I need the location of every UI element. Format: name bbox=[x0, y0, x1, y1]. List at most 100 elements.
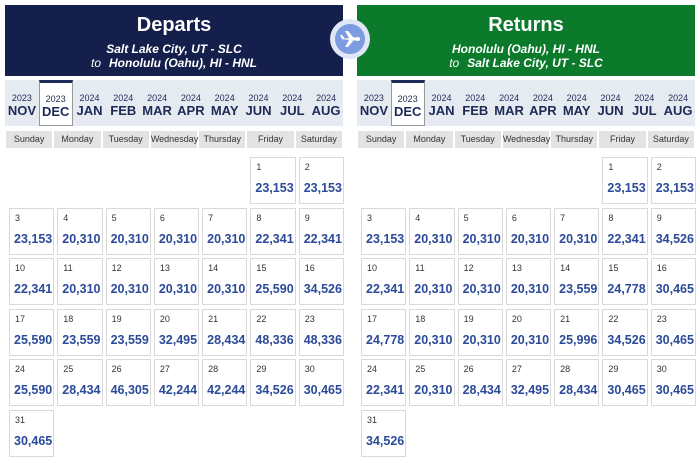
month-tab[interactable]: 2023 DEC bbox=[38, 80, 73, 126]
day-cell[interactable]: 23 48,336 bbox=[298, 308, 344, 356]
month-tab[interactable]: 2024 APR bbox=[526, 80, 560, 126]
month-tab[interactable]: 2024 JUN bbox=[242, 80, 276, 126]
month-tab[interactable]: 2024 MAY bbox=[560, 80, 594, 126]
month-tab[interactable]: 2024 JUL bbox=[275, 80, 309, 126]
month-tab[interactable]: 2024 JUL bbox=[627, 80, 661, 126]
title: Returns bbox=[488, 14, 564, 36]
year: 2024 bbox=[668, 93, 689, 103]
day-cell[interactable]: 15 25,590 bbox=[250, 258, 296, 306]
day-cell[interactable]: 31 34,526 bbox=[361, 410, 407, 457]
day-cell[interactable]: 20 32,495 bbox=[153, 308, 200, 356]
weekday: Sunday bbox=[6, 131, 53, 148]
day-cell[interactable]: 10 22,341 bbox=[9, 258, 55, 306]
day-cell[interactable]: 5 20,310 bbox=[105, 207, 151, 255]
day-cell[interactable]: 1 23,153 bbox=[602, 157, 648, 204]
day-cell[interactable]: 31 30,465 bbox=[9, 410, 55, 457]
month-tab[interactable]: 2024 AUG bbox=[661, 80, 695, 126]
day-cell[interactable]: 17 24,778 bbox=[361, 308, 407, 356]
price: 30,465 bbox=[655, 383, 694, 398]
day-cell[interactable]: 3 23,153 bbox=[9, 207, 55, 255]
day-cell[interactable]: 7 20,310 bbox=[202, 207, 248, 255]
day-cell[interactable]: 28 28,434 bbox=[554, 359, 600, 407]
day-cell[interactable]: 2 23,153 bbox=[298, 157, 344, 204]
day-cell[interactable]: 27 42,244 bbox=[153, 359, 200, 407]
month-tab[interactable]: 2024 FEB bbox=[458, 80, 492, 126]
month-tab[interactable]: 2024 JAN bbox=[73, 80, 107, 126]
month-tab[interactable]: 2024 JAN bbox=[425, 80, 459, 126]
day-number: 26 bbox=[463, 364, 474, 375]
day-cell[interactable]: 17 25,590 bbox=[9, 308, 55, 356]
day-cell[interactable]: 5 20,310 bbox=[457, 207, 503, 255]
day-cell[interactable]: 20 20,310 bbox=[505, 308, 552, 356]
day-number: 5 bbox=[111, 212, 117, 223]
month-tab[interactable]: 2024 MAR bbox=[140, 80, 174, 126]
day-cell[interactable]: 22 34,526 bbox=[602, 308, 648, 356]
day-cell[interactable]: 10 22,341 bbox=[361, 258, 407, 306]
day-cell[interactable]: 24 25,590 bbox=[9, 359, 55, 407]
price: 20,310 bbox=[207, 231, 246, 246]
day-number: 4 bbox=[63, 212, 69, 223]
month-tab[interactable]: 2024 APR bbox=[174, 80, 208, 126]
day-number: 10 bbox=[15, 263, 26, 274]
day-cell[interactable]: 29 34,526 bbox=[250, 359, 296, 407]
day-cell[interactable]: 15 24,778 bbox=[602, 258, 648, 306]
day-cell[interactable]: 1 23,153 bbox=[250, 157, 296, 204]
month-tab[interactable]: 2024 JUN bbox=[594, 80, 628, 126]
day-cell[interactable]: 19 23,559 bbox=[105, 308, 151, 356]
day-number: 29 bbox=[256, 364, 267, 375]
day-cell[interactable]: 11 20,310 bbox=[57, 258, 103, 306]
month-tab[interactable]: 2024 MAR bbox=[492, 80, 526, 126]
day-cell[interactable]: 14 20,310 bbox=[202, 258, 248, 306]
day-cell[interactable]: 18 20,310 bbox=[409, 308, 455, 356]
title: Departs bbox=[136, 14, 212, 36]
day-number: 14 bbox=[560, 263, 571, 274]
day-cell[interactable]: 13 20,310 bbox=[153, 258, 200, 306]
day-cell[interactable]: 21 28,434 bbox=[202, 308, 248, 356]
month-tab[interactable]: 2023 NOV bbox=[5, 80, 39, 126]
price: 20,310 bbox=[414, 231, 453, 246]
day-cell[interactable]: 6 20,310 bbox=[505, 207, 552, 255]
day-cell[interactable]: 28 42,244 bbox=[202, 359, 248, 407]
month: APR bbox=[177, 103, 205, 118]
day-cell[interactable]: 11 20,310 bbox=[409, 258, 455, 306]
month-tab[interactable]: 2023 NOV bbox=[357, 80, 391, 126]
day-cell[interactable]: 26 46,305 bbox=[105, 359, 151, 407]
day-cell[interactable]: 7 20,310 bbox=[554, 207, 600, 255]
day-cell[interactable]: 16 30,465 bbox=[650, 258, 696, 306]
day-cell[interactable]: 27 32,495 bbox=[505, 359, 552, 407]
day-cell[interactable]: 23 30,465 bbox=[650, 308, 696, 356]
day-cell[interactable]: 8 22,341 bbox=[602, 207, 648, 255]
day-cell[interactable]: 16 34,526 bbox=[298, 258, 344, 306]
day-cell[interactable]: 9 34,526 bbox=[650, 207, 696, 255]
weekday: Tuesday bbox=[102, 131, 149, 148]
day-cell[interactable]: 30 30,465 bbox=[650, 359, 696, 407]
day-cell[interactable]: 6 20,310 bbox=[153, 207, 200, 255]
day-cell[interactable]: 2 23,153 bbox=[650, 157, 696, 204]
day-cell[interactable]: 4 20,310 bbox=[57, 207, 103, 255]
month-tab[interactable]: 2024 MAY bbox=[208, 80, 242, 126]
day-cell[interactable]: 14 23,559 bbox=[554, 258, 600, 306]
month-tab[interactable]: 2023 DEC bbox=[390, 80, 425, 126]
day-cell[interactable]: 8 22,341 bbox=[250, 207, 296, 255]
day-cell[interactable]: 9 22,341 bbox=[298, 207, 344, 255]
day-cell[interactable]: 18 23,559 bbox=[57, 308, 103, 356]
day-cell[interactable]: 26 28,434 bbox=[457, 359, 503, 407]
day-cell[interactable]: 30 30,465 bbox=[298, 359, 344, 407]
day-cell[interactable]: 12 20,310 bbox=[105, 258, 151, 306]
day-cell[interactable]: 12 20,310 bbox=[457, 258, 503, 306]
day-cell[interactable]: 22 48,336 bbox=[250, 308, 296, 356]
day-cell[interactable]: 24 22,341 bbox=[361, 359, 407, 407]
day-cell[interactable]: 21 25,996 bbox=[554, 308, 600, 356]
day-cell[interactable]: 3 23,153 bbox=[361, 207, 407, 255]
month-tab[interactable]: 2024 AUG bbox=[309, 80, 343, 126]
day-number: 9 bbox=[656, 212, 662, 223]
day-number: 5 bbox=[463, 212, 469, 223]
year: 2024 bbox=[465, 93, 486, 103]
day-cell[interactable]: 19 20,310 bbox=[457, 308, 503, 356]
month-tab[interactable]: 2024 FEB bbox=[106, 80, 140, 126]
day-cell[interactable]: 25 28,434 bbox=[57, 359, 103, 407]
day-cell[interactable]: 25 20,310 bbox=[409, 359, 455, 407]
day-cell[interactable]: 29 30,465 bbox=[602, 359, 648, 407]
day-cell[interactable]: 13 20,310 bbox=[505, 258, 552, 306]
day-cell[interactable]: 4 20,310 bbox=[409, 207, 455, 255]
